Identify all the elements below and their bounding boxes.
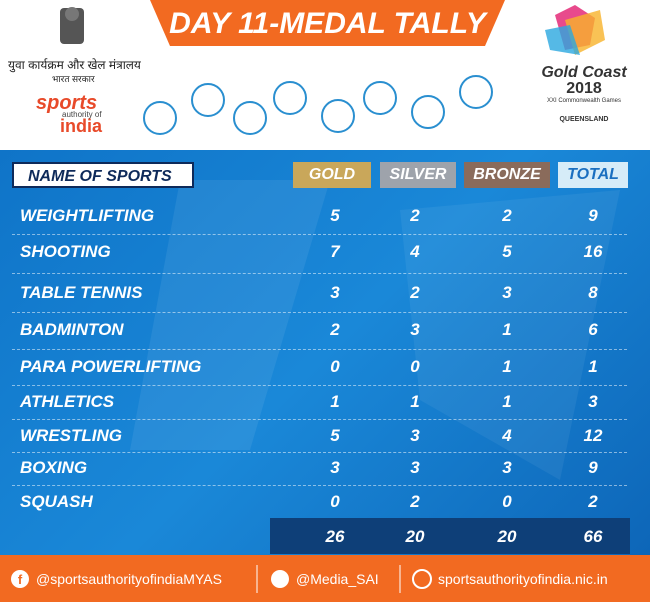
sport-name: BOXING [20,458,88,477]
medal-count: 2 [502,206,512,225]
medal-count: 4 [410,242,420,261]
medal-count: 8 [588,283,598,302]
column-header: NAME OF SPORTS [12,162,194,188]
sai-logo-2: authority of [62,110,102,119]
sport-name: PARA POWERLIFTING [20,357,202,376]
column-header: TOTAL [558,162,628,188]
row-separator [12,234,627,235]
medal-count: 2 [410,492,420,511]
column-header: BRONZE [464,162,550,188]
medal-count: 0 [502,492,512,511]
medal-count: 2 [588,492,598,511]
medal-count: 3 [502,283,512,302]
medal-count: 3 [502,458,512,477]
medal-count: 3 [330,458,340,477]
total-count: 26 [325,527,345,546]
column-header: SILVER [380,162,456,188]
medal-count: 1 [502,320,512,339]
sport-name: SQUASH [20,492,93,511]
medal-count: 1 [502,357,512,376]
medal-count: 1 [502,392,512,411]
row-separator [12,272,627,274]
medal-count: 0 [410,357,420,376]
medal-count: 3 [588,392,598,411]
medal-count: 3 [410,320,420,339]
medal-count: 5 [502,242,512,261]
totals-band [270,518,630,554]
total-count: 20 [497,527,517,546]
sport-name: TABLE TENNIS [20,283,143,302]
medal-count: 4 [502,426,512,445]
row-separator [12,348,627,350]
background-pattern [130,180,620,480]
government: भारत सरकार [52,74,95,84]
twitter: @Media_SAI [296,571,379,587]
row-separator [12,485,627,486]
medal-count: 1 [330,392,340,411]
medal-count: 12 [583,426,603,445]
medal-count: 2 [410,206,420,225]
sport-name: WEIGHTLIFTING [20,206,155,225]
sport-name: SHOOTING [20,242,111,261]
svg-text:f: f [18,572,23,587]
total-count: 20 [405,527,425,546]
medal-count: 6 [588,320,598,339]
medal-count: 3 [410,426,420,445]
games-logo-4: QUEENSLAND [559,116,609,123]
games-logo-3: XXI Commonwealth Games [546,98,622,104]
medal-count: 0 [330,492,340,511]
medal-count: 0 [330,357,340,376]
medal-count: 16 [583,242,603,261]
games-logo-1: Gold Coast [541,64,627,81]
website: sportsauthorityofindia.nic.in [438,571,608,587]
games-logo-2: 2018 [566,80,602,97]
medal-count: 3 [410,458,420,477]
row-separator [12,419,627,420]
row-separator [12,311,627,313]
medal-count: 3 [330,283,340,302]
row-separator [12,384,627,386]
sai-logo-1: sports [36,92,98,114]
sport-name: BADMINTON [20,320,124,339]
medal-count: 2 [410,283,420,302]
medal-count: 5 [330,206,340,225]
medal-count: 1 [410,392,420,411]
ministry: युवा कार्यक्रम और खेल मंत्रालय [8,58,141,72]
medal-count: 5 [330,426,340,445]
sai-logo-3: india [60,116,103,136]
medal-count: 1 [588,357,598,376]
medal-count: 7 [330,242,340,261]
header-graphics [60,0,605,135]
row-separator [12,452,627,453]
sport-name: ATHLETICS [20,392,115,411]
title: DAY 11-MEDAL TALLY [169,7,486,40]
medal-count: 9 [588,206,598,225]
table-area [0,150,650,555]
column-header: GOLD [293,162,371,188]
medal-count: 9 [588,458,598,477]
footer-icons: f [11,565,432,593]
facebook: @sportsauthorityofindiaMYAS [36,571,222,587]
total-count: 66 [583,527,603,546]
sport-name: WRESTLING [20,426,122,445]
medal-count: 2 [330,320,340,339]
footer: f @sportsauthorityofindiaMYAS @Media_SAI… [0,555,650,602]
